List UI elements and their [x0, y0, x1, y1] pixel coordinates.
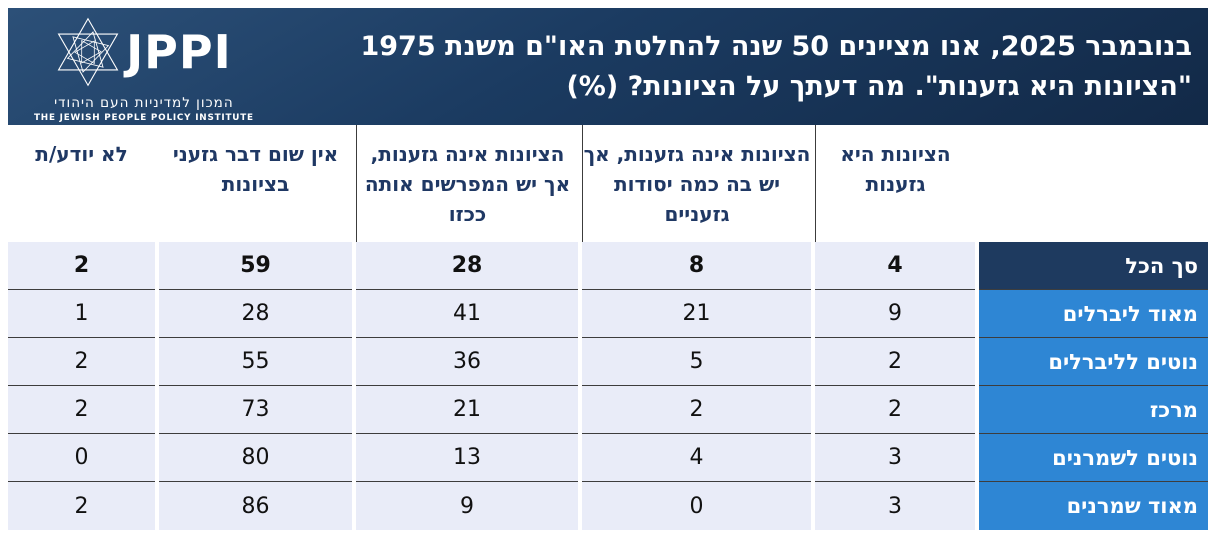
value-cell: 73	[159, 386, 352, 434]
table-row-total: סך הכל 4 8 28 59 2	[8, 242, 1208, 290]
table-row-very-conservative: מאוד שמרנים 3 0 9 86 2	[8, 482, 1208, 530]
row-label: נוטים לליברלים	[979, 338, 1208, 386]
value-cell: 5	[582, 338, 811, 386]
table-header-row: הציונות היא גזענות הציונות אינה גזענות, …	[8, 125, 1208, 242]
column-header-dont-know: לא יודע/ת	[35, 142, 128, 166]
value-cell: 21	[582, 290, 811, 338]
row-label: מאוד ליברלים	[979, 290, 1208, 338]
table-row-center: מרכז 2 2 21 73 2	[8, 386, 1208, 434]
row-label: נוטים לשמרנים	[979, 434, 1208, 482]
value-cell: 2	[8, 386, 155, 434]
results-table: הציונות היא גזענות הציונות אינה גזענות, …	[8, 125, 1208, 530]
value-cell: 41	[356, 290, 578, 338]
value-cell: 2	[582, 386, 811, 434]
value-cell: 9	[815, 290, 975, 338]
corner-cell	[979, 125, 1208, 242]
column-header-zionism-is-racism: הציונות היא גזענות	[815, 125, 975, 242]
header-band: JPPI המכון למדיניות העם היהודי THE JEWIS…	[8, 8, 1208, 125]
value-cell: 80	[159, 434, 352, 482]
jppi-logo: JPPI המכון למדיניות העם היהודי THE JEWIS…	[34, 11, 254, 123]
value-cell: 3	[815, 434, 975, 482]
value-cell: 13	[356, 434, 578, 482]
title-line-2: "הציונות היא גזענות". מה דעתך על הציונות…	[566, 70, 1192, 102]
table-row-lean-conservative: נוטים לשמרנים 3 4 13 80 0	[8, 434, 1208, 482]
value-cell: 55	[159, 338, 352, 386]
logo-tagline-hebrew: המכון למדיניות העם היהודי	[54, 94, 234, 111]
chart-title: בנובמבר 2025, אנו מציינים 50 שנה להחלטת …	[360, 27, 1192, 107]
column-header-some-interpret-it-so: הציונות אינה גזענות, אך יש המפרשים אותה …	[356, 125, 578, 242]
value-cell: 36	[356, 338, 578, 386]
star-of-david-icon	[57, 17, 119, 86]
value-cell: 28	[356, 242, 578, 290]
value-cell: 4	[582, 434, 811, 482]
row-label: סך הכל	[979, 242, 1208, 290]
value-cell: 86	[159, 482, 352, 530]
table-row-very-liberal: מאוד ליברלים 9 21 41 28 1	[8, 290, 1208, 338]
row-label: מאוד שמרנים	[979, 482, 1208, 530]
value-cell: 8	[582, 242, 811, 290]
value-cell: 2	[815, 386, 975, 434]
value-cell: 4	[815, 242, 975, 290]
table-row-lean-liberal: נוטים לליברלים 2 5 36 55 2	[8, 338, 1208, 386]
value-cell: 0	[582, 482, 811, 530]
column-header-some-racist-elements: הציונות אינה גזענות, אך יש בה כמה יסודות…	[582, 125, 811, 242]
value-cell: 2	[8, 482, 155, 530]
logo-acronym: JPPI	[126, 24, 232, 79]
logo-lockup: JPPI	[56, 15, 232, 89]
title-line-1: בנובמבר 2025, אנו מציינים 50 שנה להחלטת …	[360, 30, 1192, 62]
value-cell: 3	[815, 482, 975, 530]
value-cell: 1	[8, 290, 155, 338]
value-cell: 21	[356, 386, 578, 434]
value-cell: 2	[8, 242, 155, 290]
value-cell: 9	[356, 482, 578, 530]
value-cell: 28	[159, 290, 352, 338]
value-cell: 2	[8, 338, 155, 386]
value-cell: 0	[8, 434, 155, 482]
column-header-nothing-racist: אין שום דבר גזעני בציונות	[172, 142, 339, 196]
value-cell: 2	[815, 338, 975, 386]
row-label: מרכז	[979, 386, 1208, 434]
logo-tagline-english: THE JEWISH PEOPLE POLICY INSTITUTE	[34, 112, 254, 123]
value-cell: 59	[159, 242, 352, 290]
